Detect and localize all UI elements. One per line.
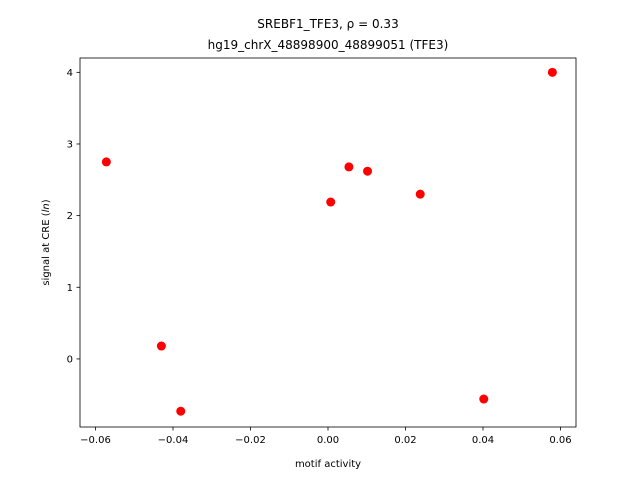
y-axis-ticks: 0 1 2 3 4	[67, 68, 80, 365]
y-axis-label: signal at CRE (ln)	[41, 199, 52, 285]
data-point	[156, 341, 166, 351]
x-tick-label: 0.00	[317, 435, 339, 446]
chart-title-line1: SREBF1_TFE3, ρ = 0.33	[257, 17, 398, 31]
x-axis-ticks: −0.06 −0.04 −0.02 0.00 0.02 0.04 0.06	[80, 427, 572, 446]
data-point	[479, 394, 489, 404]
chart-title-line2: hg19_chrX_48898900_48899051 (TFE3)	[208, 38, 449, 52]
data-point	[547, 67, 557, 77]
x-tick-label: −0.02	[235, 435, 266, 446]
data-point	[344, 162, 354, 172]
data-point	[415, 189, 425, 199]
plot-frame	[79, 57, 577, 428]
y-tick-label: 0	[67, 354, 73, 365]
x-tick-label: 0.04	[472, 435, 494, 446]
data-point	[363, 166, 373, 176]
data-points	[101, 67, 557, 416]
x-tick-label: −0.06	[80, 435, 111, 446]
y-tick-label: 4	[67, 68, 73, 79]
x-tick-label: 0.02	[394, 435, 416, 446]
y-tick-label: 3	[67, 139, 73, 150]
y-tick-label: 2	[67, 211, 73, 222]
y-tick-label: 1	[67, 283, 73, 294]
x-tick-label: 0.06	[549, 435, 571, 446]
x-tick-label: −0.04	[158, 435, 189, 446]
x-axis-label: motif activity	[295, 459, 361, 470]
data-point	[101, 157, 111, 167]
data-point	[176, 406, 186, 416]
data-point	[326, 197, 336, 207]
